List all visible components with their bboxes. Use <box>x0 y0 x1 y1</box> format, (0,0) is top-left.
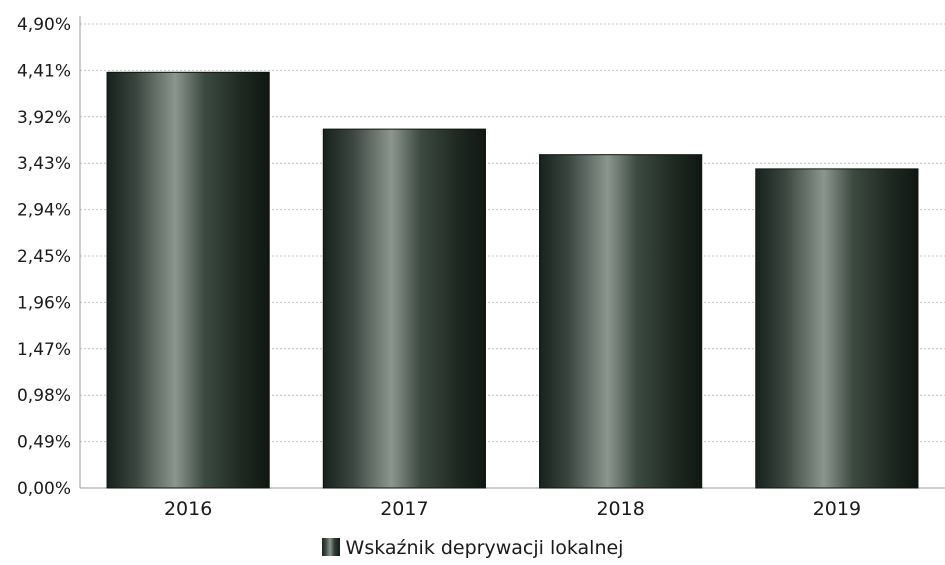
y-tick-label: 2,94% <box>17 201 71 221</box>
y-axis-tick-labels: 0,00% 0,49% 0,98% 1,47% 1,96% 2,45% 2,94% 3,43%… <box>17 15 71 499</box>
x-tick-label: 2016 <box>164 498 212 520</box>
bar-2019 <box>755 168 919 489</box>
legend-swatch <box>321 538 340 556</box>
y-tick-label: 3,92% <box>17 108 71 128</box>
y-tick-label: 2,45% <box>17 247 71 267</box>
bar-2016 <box>106 71 270 489</box>
x-tick-label: 2017 <box>380 498 428 520</box>
x-axis-tick-labels: 2016 2017 2018 2019 <box>164 498 861 520</box>
y-tick-label: 4,41% <box>17 61 71 81</box>
y-tick-label: 0,49% <box>17 433 71 453</box>
bars <box>106 71 919 489</box>
x-tick-label: 2019 <box>813 498 861 520</box>
y-tick-label: 1,96% <box>17 293 71 313</box>
legend-label: Wskaźnik deprywacji lokalnej <box>345 537 624 559</box>
bar-2018 <box>539 154 703 489</box>
y-tick-label: 4,90% <box>17 15 71 35</box>
y-tick-label: 0,98% <box>17 386 71 406</box>
x-tick-label: 2018 <box>596 498 644 520</box>
bar-2017 <box>322 128 486 489</box>
y-tick-label: 1,47% <box>17 340 71 360</box>
y-tick-label: 0,00% <box>17 479 71 499</box>
legend: Wskaźnik deprywacji lokalnej <box>0 537 945 559</box>
y-tick-label: 3,43% <box>17 154 71 174</box>
